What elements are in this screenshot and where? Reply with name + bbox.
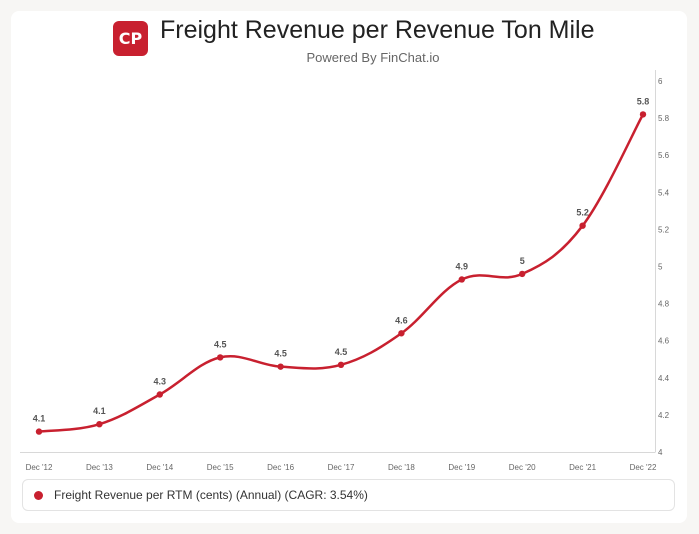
data-label: 4.6 [395, 315, 408, 325]
data-label: 4.1 [93, 406, 106, 416]
data-point [217, 354, 224, 361]
data-point [337, 361, 345, 369]
x-tick-label: Dec '19 [448, 463, 475, 472]
x-tick-label: Dec '17 [328, 463, 355, 472]
x-tick-label: Dec '16 [267, 463, 294, 472]
y-tick-label: 4.4 [658, 374, 670, 383]
chart-title: Freight Revenue per Revenue Ton Mile [160, 16, 595, 44]
x-tick-label: Dec '15 [207, 463, 234, 472]
chart-series [35, 111, 647, 435]
y-tick-label: 5.6 [658, 151, 670, 160]
cp-logo: CP [113, 21, 148, 56]
chart-subtitle: Powered By FinChat.io [306, 50, 440, 65]
data-point [639, 111, 647, 118]
data-point [156, 391, 163, 398]
x-tick-label: Dec '18 [388, 463, 415, 472]
x-tick-label: Dec '12 [26, 463, 53, 472]
x-tick-label: Dec '21 [569, 463, 596, 472]
data-label: 4.3 [154, 376, 167, 386]
data-label: 5.2 [576, 208, 589, 218]
y-tick-label: 4.8 [658, 300, 670, 309]
y-tick-label: 5.8 [658, 114, 670, 123]
y-tick-label: 5.4 [658, 188, 670, 197]
data-point [579, 222, 586, 229]
data-label: 4.5 [335, 347, 348, 357]
legend-marker [34, 491, 43, 500]
legend-label: Freight Revenue per RTM (cents) (Annual)… [54, 488, 368, 502]
series-line [37, 113, 645, 433]
data-label: 4.5 [274, 349, 287, 359]
chart-data-labels: 4.1 4.1 4.3 4.5 4.5 4.5 4.6 4.9 5 5.2 5.8 [33, 96, 650, 423]
data-point [277, 363, 284, 370]
y-tick-label: 4.6 [658, 337, 670, 346]
data-label: 4.9 [456, 261, 469, 271]
data-label: 4.1 [33, 414, 46, 424]
chart-axes: 4 4.2 4.4 4.6 4.8 5 5.2 5.4 5.6 5.8 6 Dec '12 Dec '1… [20, 70, 670, 472]
y-tick-label: 5.2 [658, 225, 670, 234]
data-label: 5.8 [637, 96, 650, 106]
y-tick-label: 4 [658, 448, 663, 457]
chart-card [11, 11, 687, 523]
x-tick-label: Dec '13 [86, 463, 113, 472]
data-point [398, 330, 405, 337]
data-point [519, 270, 526, 278]
data-point [35, 428, 43, 435]
y-tick-label: 4.2 [658, 411, 670, 420]
data-point [96, 420, 103, 428]
data-point [458, 276, 465, 283]
x-tick-label: Dec '14 [146, 463, 173, 472]
x-tick-label: Dec '22 [630, 463, 657, 472]
y-tick-label: 6 [658, 77, 663, 86]
legend[interactable]: Freight Revenue per RTM (cents) (Annual)… [22, 479, 675, 511]
y-tick-label: 5 [658, 263, 663, 272]
x-tick-label: Dec '20 [509, 463, 536, 472]
data-label: 5 [520, 256, 525, 266]
data-label: 4.5 [214, 339, 227, 349]
